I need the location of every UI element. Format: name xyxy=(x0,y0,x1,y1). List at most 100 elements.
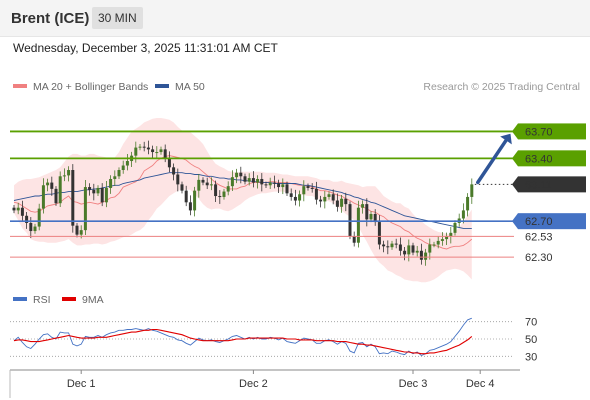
candle xyxy=(432,241,436,248)
candle-body xyxy=(356,207,360,243)
candle xyxy=(331,189,335,205)
price-levels: 63.70 63.40 63.11 62.70 62.53 62.30 xyxy=(10,123,586,264)
candle xyxy=(62,168,66,182)
candle xyxy=(327,191,331,200)
candle-body xyxy=(163,149,167,159)
candle-body xyxy=(302,186,306,195)
candle-body xyxy=(46,182,50,186)
candle xyxy=(445,232,449,246)
candle xyxy=(193,186,197,217)
candle xyxy=(369,211,373,223)
candle xyxy=(390,240,394,250)
pivot-tag-arrow xyxy=(512,213,518,230)
candle-body xyxy=(79,230,83,235)
candle xyxy=(449,226,453,244)
candle xyxy=(260,173,264,192)
candle xyxy=(67,166,71,182)
candle xyxy=(403,247,407,261)
candle xyxy=(121,160,125,174)
candle xyxy=(209,177,213,191)
candle xyxy=(256,175,260,189)
candle xyxy=(58,171,62,207)
candle-body xyxy=(440,239,444,241)
candle xyxy=(54,186,58,206)
candle-body xyxy=(188,202,192,211)
rsi-ma-line xyxy=(13,328,473,355)
candle xyxy=(159,146,163,155)
candle xyxy=(83,180,87,235)
candle xyxy=(285,181,289,197)
candle xyxy=(201,177,205,186)
candle-body xyxy=(41,185,45,209)
candle xyxy=(466,193,470,217)
rsi-tick-label: 30 xyxy=(525,351,537,363)
candle-body xyxy=(340,198,344,207)
candle xyxy=(361,200,365,214)
candle-body xyxy=(306,186,310,188)
last-price-tag-arrow xyxy=(512,176,518,193)
interval-button[interactable]: 30 MIN xyxy=(92,7,143,29)
candle-body xyxy=(104,187,108,203)
candle-body xyxy=(16,207,20,211)
candle xyxy=(151,145,155,158)
candle-body xyxy=(461,210,465,219)
rsi-panel: 70 50 30 xyxy=(10,317,537,363)
candle-body xyxy=(239,172,243,177)
candle-body xyxy=(134,147,138,156)
rsi-legend-label: RSI xyxy=(33,294,51,306)
candle xyxy=(302,180,306,202)
candle xyxy=(50,176,54,196)
candle-body xyxy=(121,165,125,171)
candle-body xyxy=(159,149,163,153)
resistance-tag-arrow xyxy=(512,150,518,167)
candle xyxy=(37,203,41,231)
rsi-tick-label: 70 xyxy=(525,317,537,329)
candle-body xyxy=(218,196,222,198)
candle-body xyxy=(201,179,205,183)
candle-body xyxy=(382,244,386,247)
candle-body xyxy=(453,222,457,233)
candle-body xyxy=(96,187,100,194)
candle xyxy=(310,183,314,193)
level-support: 62.30 xyxy=(10,252,553,264)
level-resistance: 63.70 xyxy=(10,123,586,140)
resistance-value: 63.70 xyxy=(525,126,553,138)
candle-body xyxy=(352,236,356,243)
candle xyxy=(96,185,100,197)
candle-body xyxy=(323,196,327,202)
legend: MA 20 + Bollinger Bands MA 50 Research ©… xyxy=(13,81,580,93)
candle xyxy=(293,189,297,206)
candle xyxy=(214,180,218,202)
candle-body xyxy=(75,225,79,235)
candle-body xyxy=(260,178,264,185)
forecast-arrow-head xyxy=(500,133,512,145)
candle-body xyxy=(436,240,440,245)
candle-body xyxy=(407,245,411,255)
instrument-title: Brent (ICE) xyxy=(11,10,90,27)
candle xyxy=(104,180,108,208)
candle xyxy=(88,183,92,196)
candle xyxy=(407,239,411,262)
candle-body xyxy=(310,187,314,189)
candle xyxy=(352,231,356,247)
candle-body xyxy=(62,175,66,177)
candle-body xyxy=(113,176,117,179)
candle-body xyxy=(117,170,121,177)
candle xyxy=(314,181,318,205)
candle-body xyxy=(209,184,213,186)
candle-body xyxy=(214,184,218,197)
candle xyxy=(113,170,117,186)
candle-body xyxy=(226,186,230,192)
candle-body xyxy=(394,243,398,245)
candle-body xyxy=(293,196,297,201)
candle-body xyxy=(398,244,402,251)
candle-body xyxy=(235,172,239,178)
candle-body xyxy=(247,178,251,182)
candle-body xyxy=(180,184,184,191)
candle xyxy=(146,140,150,155)
candle-body xyxy=(470,184,474,197)
candle-body xyxy=(348,204,352,237)
candle xyxy=(348,201,352,240)
candle-body xyxy=(54,188,58,204)
